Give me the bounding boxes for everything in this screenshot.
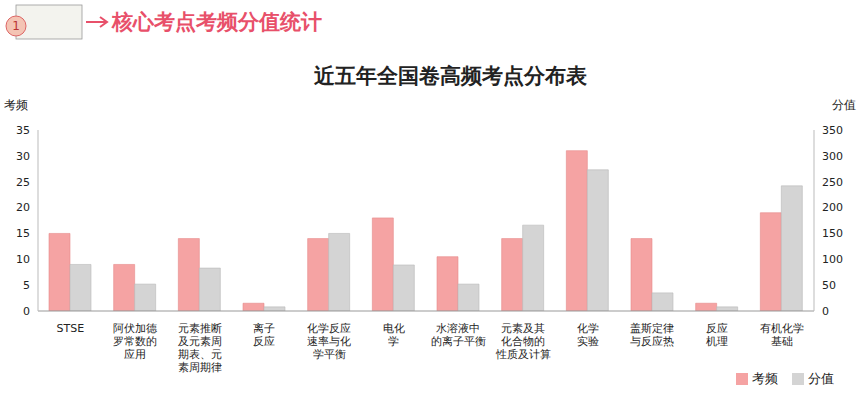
svg-text:0: 0 [23, 305, 30, 318]
svg-text:离子反应: 离子反应 [253, 322, 275, 348]
svg-text:200: 200 [822, 201, 843, 214]
svg-text:50: 50 [822, 279, 836, 292]
svg-text:250: 250 [822, 176, 843, 189]
html-text:考频: 考频 [4, 98, 28, 112]
html-text:分值: 分值 [832, 98, 856, 112]
svg-text:盖斯定律与反应热: 盖斯定律与反应热 [630, 322, 674, 348]
svg-text:10: 10 [16, 253, 30, 266]
svg-text:反应机理: 反应机理 [706, 322, 728, 348]
svg-text:30: 30 [16, 150, 30, 163]
svg-text:20: 20 [16, 201, 30, 214]
svg-text:化学实验: 化学实验 [577, 322, 599, 348]
svg-text:STSE: STSE [57, 322, 85, 335]
svg-text:有机化学基础: 有机化学基础 [760, 322, 804, 348]
svg-text:25: 25 [16, 176, 30, 189]
svg-text:15: 15 [16, 227, 30, 240]
svg-text:1: 1 [12, 19, 20, 33]
svg-text:5: 5 [23, 279, 30, 292]
svg-text:100: 100 [822, 253, 843, 266]
svg-text:阿伏加德罗常数的应用: 阿伏加德罗常数的应用 [113, 322, 157, 361]
svg-text:元素及其化合物的性质及计算: 元素及其化合物的性质及计算 [495, 322, 551, 361]
svg-text:300: 300 [822, 150, 843, 163]
html-text:分值: 分值 [808, 371, 834, 386]
svg-text:化学反应速率与化学平衡: 化学反应速率与化学平衡 [307, 322, 351, 361]
svg-text:150: 150 [822, 227, 843, 240]
svg-text:35: 35 [16, 124, 30, 137]
svg-text:水溶液中的离子平衡: 水溶液中的离子平衡 [431, 322, 486, 348]
svg-text:0: 0 [822, 305, 829, 318]
svg-text:元素推断及元素周期表、元素周期律: 元素推断及元素周期表、元素周期律 [178, 322, 222, 374]
html-text:考频: 考频 [752, 371, 778, 386]
svg-text:电化学: 电化学 [383, 322, 405, 348]
html-text:近五年全国卷高频考点分布表: 近五年全国卷高频考点分布表 [313, 64, 587, 88]
svg-text:350: 350 [822, 124, 843, 137]
html-text:核心考点考频分值统计: 核心考点考频分值统计 [112, 10, 322, 34]
